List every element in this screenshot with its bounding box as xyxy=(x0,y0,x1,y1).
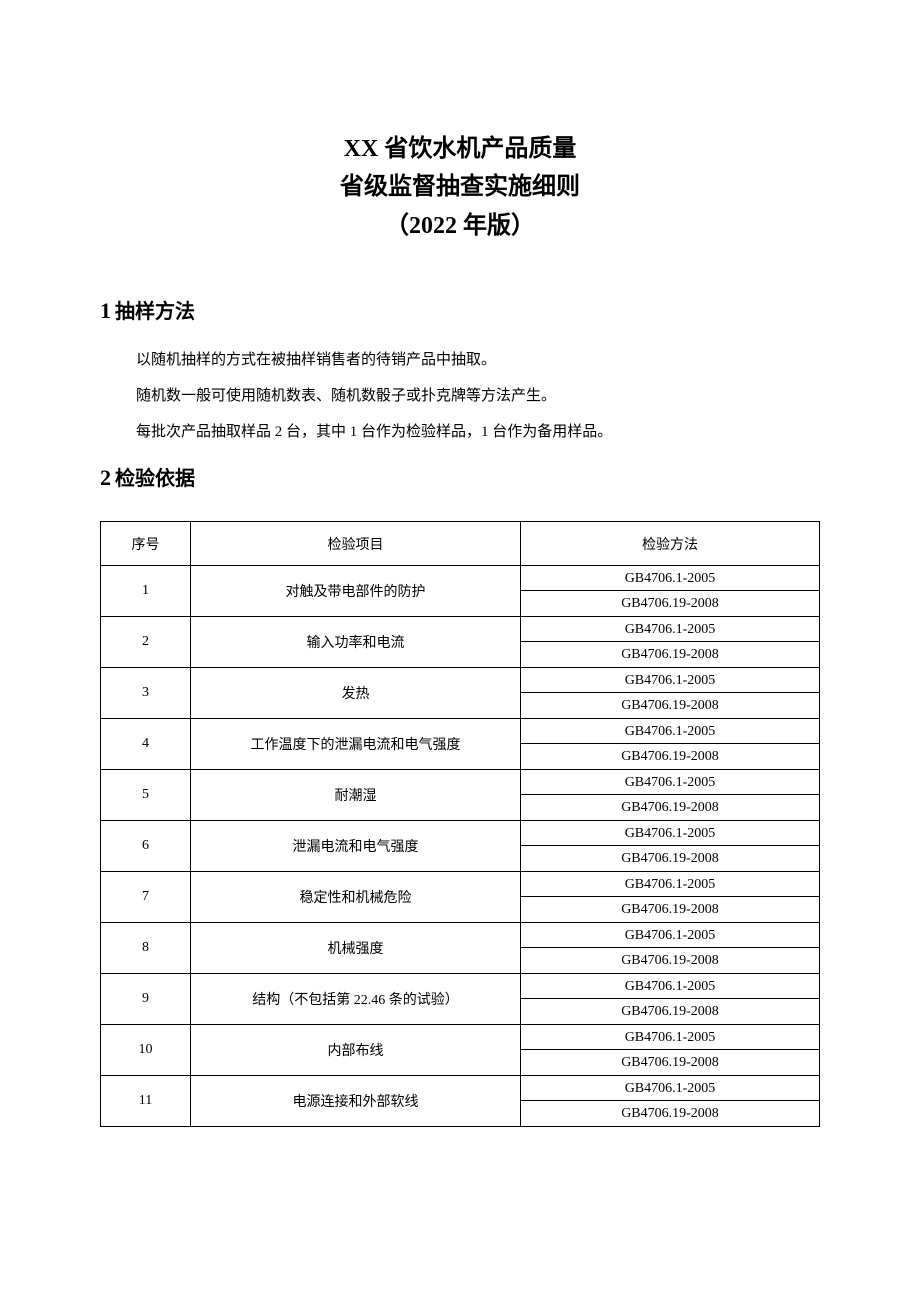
row-method: GB4706.1-2005GB4706.19-2008 xyxy=(521,974,820,1025)
row-number: 10 xyxy=(101,1025,191,1076)
row-method: GB4706.1-2005GB4706.19-2008 xyxy=(521,770,820,821)
row-method: GB4706.1-2005GB4706.19-2008 xyxy=(521,719,820,770)
row-item: 输入功率和电流 xyxy=(191,617,521,668)
row-number: 9 xyxy=(101,974,191,1025)
row-item: 电源连接和外部软线 xyxy=(191,1076,521,1127)
row-item: 耐潮湿 xyxy=(191,770,521,821)
inspection-table: 序号 检验项目 检验方法 1对触及带电部件的防护GB4706.1-2005GB4… xyxy=(100,521,820,1127)
method-line-a: GB4706.1-2005 xyxy=(521,668,819,693)
section-2-number: 2 xyxy=(100,465,111,490)
row-item: 对触及带电部件的防护 xyxy=(191,566,521,617)
section-1-para-3: 每批次产品抽取样品 2 台，其中 1 台作为检验样品，1 台作为备用样品。 xyxy=(106,414,820,450)
method-line-a: GB4706.1-2005 xyxy=(521,1076,819,1101)
method-line-a: GB4706.1-2005 xyxy=(521,872,819,897)
section-2-title: 检验依据 xyxy=(115,468,195,490)
row-number: 2 xyxy=(101,617,191,668)
section-1-body: 以随机抽样的方式在被抽样销售者的待销产品中抽取。 随机数一般可使用随机数表、随机… xyxy=(100,342,820,450)
row-number: 7 xyxy=(101,872,191,923)
table-row: 1对触及带电部件的防护GB4706.1-2005GB4706.19-2008 xyxy=(101,566,820,617)
table-row: 11电源连接和外部软线GB4706.1-2005GB4706.19-2008 xyxy=(101,1076,820,1127)
method-line-b: GB4706.19-2008 xyxy=(521,744,819,769)
table-row: 7稳定性和机械危险GB4706.1-2005GB4706.19-2008 xyxy=(101,872,820,923)
method-line-a: GB4706.1-2005 xyxy=(521,974,819,999)
row-number: 11 xyxy=(101,1076,191,1127)
method-line-b: GB4706.19-2008 xyxy=(521,1050,819,1075)
table-row: 5耐潮湿GB4706.1-2005GB4706.19-2008 xyxy=(101,770,820,821)
row-method: GB4706.1-2005GB4706.19-2008 xyxy=(521,872,820,923)
row-number: 4 xyxy=(101,719,191,770)
table-row: 6泄漏电流和电气强度GB4706.1-2005GB4706.19-2008 xyxy=(101,821,820,872)
method-line-a: GB4706.1-2005 xyxy=(521,617,819,642)
method-line-b: GB4706.19-2008 xyxy=(521,642,819,667)
section-1-para-2: 随机数一般可使用随机数表、随机数骰子或扑克牌等方法产生。 xyxy=(106,378,820,414)
row-number: 1 xyxy=(101,566,191,617)
method-line-b: GB4706.19-2008 xyxy=(521,897,819,922)
title-line-2: 省级监督抽查实施细则 xyxy=(100,168,820,206)
section-1-para-1: 以随机抽样的方式在被抽样销售者的待销产品中抽取。 xyxy=(106,342,820,378)
title-line-1: XX 省饮水机产品质量 xyxy=(100,130,820,168)
method-line-b: GB4706.19-2008 xyxy=(521,1101,819,1126)
row-item: 结构（不包括第 22.46 条的试验） xyxy=(191,974,521,1025)
header-item: 检验项目 xyxy=(191,522,521,566)
header-method: 检验方法 xyxy=(521,522,820,566)
row-number: 3 xyxy=(101,668,191,719)
row-item: 工作温度下的泄漏电流和电气强度 xyxy=(191,719,521,770)
row-number: 8 xyxy=(101,923,191,974)
table-row: 4工作温度下的泄漏电流和电气强度GB4706.1-2005GB4706.19-2… xyxy=(101,719,820,770)
row-method: GB4706.1-2005GB4706.19-2008 xyxy=(521,821,820,872)
row-method: GB4706.1-2005GB4706.19-2008 xyxy=(521,566,820,617)
method-line-a: GB4706.1-2005 xyxy=(521,821,819,846)
method-line-a: GB4706.1-2005 xyxy=(521,719,819,744)
row-item: 发热 xyxy=(191,668,521,719)
method-line-b: GB4706.19-2008 xyxy=(521,948,819,973)
table-row: 9结构（不包括第 22.46 条的试验）GB4706.1-2005GB4706.… xyxy=(101,974,820,1025)
table-row: 8机械强度GB4706.1-2005GB4706.19-2008 xyxy=(101,923,820,974)
section-1-heading: 1抽样方法 xyxy=(100,295,820,324)
row-item: 内部布线 xyxy=(191,1025,521,1076)
row-item: 稳定性和机械危险 xyxy=(191,872,521,923)
row-method: GB4706.1-2005GB4706.19-2008 xyxy=(521,617,820,668)
row-method: GB4706.1-2005GB4706.19-2008 xyxy=(521,1025,820,1076)
title-line-3: （2022 年版） xyxy=(100,207,820,245)
section-1-title: 抽样方法 xyxy=(115,301,195,323)
row-method: GB4706.1-2005GB4706.19-2008 xyxy=(521,923,820,974)
row-method: GB4706.1-2005GB4706.19-2008 xyxy=(521,1076,820,1127)
document-title: XX 省饮水机产品质量 省级监督抽查实施细则 （2022 年版） xyxy=(100,130,820,245)
method-line-b: GB4706.19-2008 xyxy=(521,795,819,820)
table-header-row: 序号 检验项目 检验方法 xyxy=(101,522,820,566)
method-line-a: GB4706.1-2005 xyxy=(521,923,819,948)
method-line-a: GB4706.1-2005 xyxy=(521,566,819,591)
method-line-b: GB4706.19-2008 xyxy=(521,591,819,616)
section-2-heading: 2检验依据 xyxy=(100,462,820,491)
method-line-b: GB4706.19-2008 xyxy=(521,693,819,718)
table-row: 2输入功率和电流GB4706.1-2005GB4706.19-2008 xyxy=(101,617,820,668)
method-line-a: GB4706.1-2005 xyxy=(521,1025,819,1050)
method-line-a: GB4706.1-2005 xyxy=(521,770,819,795)
table-row: 3发热GB4706.1-2005GB4706.19-2008 xyxy=(101,668,820,719)
row-item: 泄漏电流和电气强度 xyxy=(191,821,521,872)
section-1-number: 1 xyxy=(100,298,111,323)
row-method: GB4706.1-2005GB4706.19-2008 xyxy=(521,668,820,719)
header-num: 序号 xyxy=(101,522,191,566)
row-number: 6 xyxy=(101,821,191,872)
row-number: 5 xyxy=(101,770,191,821)
method-line-b: GB4706.19-2008 xyxy=(521,999,819,1024)
table-row: 10内部布线GB4706.1-2005GB4706.19-2008 xyxy=(101,1025,820,1076)
row-item: 机械强度 xyxy=(191,923,521,974)
method-line-b: GB4706.19-2008 xyxy=(521,846,819,871)
